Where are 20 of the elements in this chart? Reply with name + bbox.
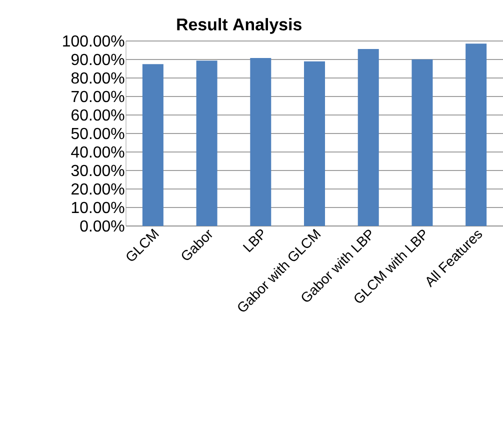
bar [304, 61, 326, 226]
y-tick-label: 20.00% [72, 183, 124, 195]
y-tick-label: 50.00% [71, 128, 124, 140]
y-tick-label: 60.00% [72, 109, 124, 121]
x-tick-label: LBP [242, 229, 264, 252]
y-tick-label: 30.00% [71, 164, 124, 176]
chart-title: Result Analysis [177, 18, 302, 34]
y-tick-label: 80.00% [71, 72, 124, 84]
y-tick-label: 70.00% [72, 90, 124, 102]
bar [466, 44, 487, 226]
bar [412, 59, 433, 226]
bar [250, 58, 272, 226]
y-tick-label: 90.00% [71, 54, 124, 66]
bar [196, 60, 218, 226]
y-tick-label: 100.00% [63, 35, 124, 47]
y-tick-label: 0.00% [80, 220, 124, 232]
y-tick-label: 40.00% [71, 146, 124, 158]
bar [142, 64, 164, 226]
y-tick-label: 10.00% [72, 202, 124, 214]
bar [358, 48, 379, 226]
